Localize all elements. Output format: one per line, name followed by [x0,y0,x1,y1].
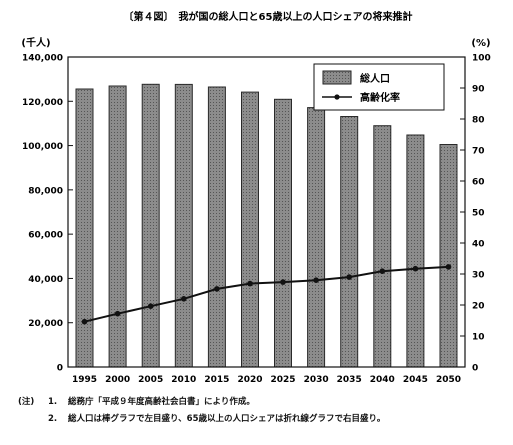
left-tick-label: 20,000 [28,319,63,329]
x-tick-label: 2050 [436,375,461,385]
x-tick-label: 1995 [72,375,97,385]
bar [439,144,458,368]
x-tick-label: 2045 [403,375,428,385]
line-path [84,265,449,323]
line-point [214,286,220,292]
note-number: 2. [48,414,58,424]
notes-label: (注) [18,397,35,407]
x-tick-label: 2025 [270,375,295,385]
left-axis-unit: (千人) [21,36,50,49]
bar [207,86,226,368]
note-number: 1. [48,397,58,407]
right-tick-label: 80 [472,116,485,126]
x-tick-label: 2030 [304,375,329,385]
bar [241,91,259,368]
line-point [114,310,121,317]
left-tick-label: 60,000 [28,231,63,241]
axes: 0 20,000 40,000 60,000 80,000 100,000 120,000 1… [22,54,491,386]
left-tick-label: 0 [57,364,63,374]
left-tick-label: 120,000 [22,98,63,108]
line-point [147,303,154,310]
right-tick-label: 50 [472,209,485,219]
line-point [81,318,88,325]
right-tick-label: 20 [472,302,485,312]
bar [406,134,425,368]
right-tick-label: 10 [472,333,485,343]
right-tick-label: 60 [472,178,485,188]
notes: (注) 1. 総務庁「平成９年度高齢社会白書」により作成。 2. 総人口は棒グラフで左… [18,394,385,428]
bar-series [75,83,458,368]
line-point [445,264,452,270]
chart-title: 〔第４図〕 我が国の総人口と65歳以上の人口シェアの将来推計 [124,10,413,23]
left-tick-label: 100,000 [22,142,63,152]
bar [307,107,326,368]
x-tick-label: 2020 [237,375,262,385]
bar [340,116,359,368]
left-tick-label: 140,000 [22,54,63,64]
line-point [412,265,419,272]
note-text: 総務庁「平成９年度高齢社会白書」により作成。 [68,397,255,407]
right-tick-label: 0 [472,364,478,374]
x-tick-label: 2010 [171,375,196,385]
line-point [181,296,187,302]
right-axis-unit: (%) [471,38,490,49]
right-tick-label: 40 [472,240,485,250]
bar [108,85,127,368]
right-tick-label: 90 [472,85,485,95]
x-tick-label: 2000 [105,375,130,385]
line-point [280,279,286,285]
line-point [247,280,253,287]
x-tick-label: 2015 [204,375,229,385]
note-text: 総人口は棒グラフで左目盛り、65歳以上の人口シェアは折れ線グラフで右目盛り。 [68,414,386,424]
bar [174,83,193,368]
legend-line-label: 高齢化率 [360,91,400,104]
line-point [379,268,386,275]
legend-bar-label: 総人口 [360,72,390,85]
line-series [81,264,452,325]
note-row-1: (注) 1. 総務庁「平成９年度高齢社会白書」により作成。 [18,394,385,411]
legend-bar-swatch [322,70,352,85]
x-tick-label: 2035 [337,375,362,385]
bar [373,125,392,368]
x-tick-label: 2040 [370,375,395,385]
left-tick-label: 40,000 [28,275,63,285]
line-point [346,274,353,280]
right-tick-label: 30 [472,271,485,281]
line-point [313,277,319,284]
bar [274,98,292,368]
legend-line-marker [334,94,340,100]
bar [75,88,94,368]
legend: 総人口 高齢化率 [313,63,445,111]
right-tick-label: 70 [472,147,485,157]
right-tick-label: 100 [472,54,491,64]
note-row-2: 2. 総人口は棒グラフで左目盛り、65歳以上の人口シェアは折れ線グラフで右目盛り。 [18,411,385,428]
x-tick-label: 2005 [138,375,163,385]
bar [141,83,160,368]
left-tick-label: 80,000 [28,186,63,196]
